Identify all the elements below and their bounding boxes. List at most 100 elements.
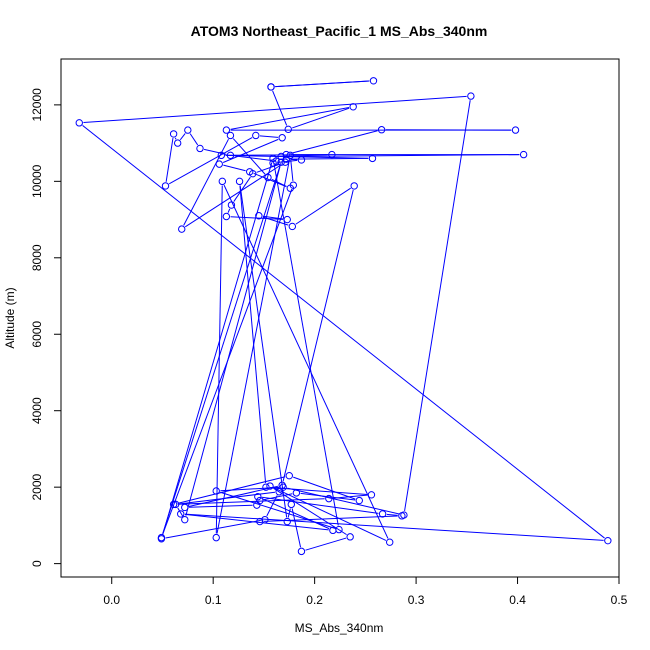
series-segment (290, 157, 369, 160)
data-point (386, 538, 394, 546)
data-point (604, 536, 612, 545)
series-segment (168, 137, 253, 185)
series-segment (290, 130, 378, 154)
data-point (355, 496, 363, 505)
series-segment (215, 185, 223, 534)
data-point (292, 489, 301, 497)
series-segment (290, 159, 294, 182)
data-point (249, 169, 257, 178)
data-point (157, 535, 166, 543)
data-point (173, 139, 182, 147)
y-tick-label: 8000 (30, 244, 44, 271)
series-segment (293, 476, 356, 500)
series-segment (295, 187, 351, 225)
data-point (177, 510, 185, 518)
y-tick-label: 6000 (30, 321, 44, 348)
data-point (277, 158, 285, 166)
data-point (282, 150, 290, 159)
series-segment (177, 507, 184, 517)
series-segment (273, 487, 387, 541)
data-point (267, 83, 275, 91)
series-segment (82, 125, 605, 539)
data-point (255, 212, 263, 220)
series-segment (233, 176, 251, 202)
data-point (283, 517, 291, 526)
data-point (519, 150, 528, 159)
data-point (281, 158, 289, 166)
series-segment (225, 154, 328, 156)
data-point (289, 181, 298, 189)
data-point (217, 151, 225, 160)
data-point (369, 77, 378, 85)
series-segment (287, 508, 291, 518)
y-axis-ticks: 0 2000 4000 6000 8000 10000 12000 (30, 88, 61, 567)
series-segment (256, 163, 282, 173)
x-axis-ticks: 0.0 0.1 0.2 0.3 0.4 0.5 (103, 577, 628, 607)
series-segment (174, 137, 177, 140)
data-point (261, 515, 269, 524)
data-point (226, 151, 235, 160)
data-point (350, 182, 358, 190)
data-point (278, 134, 286, 142)
series-segment (232, 138, 266, 175)
series-segment (277, 159, 298, 164)
data-point (161, 182, 170, 190)
data-point (169, 500, 178, 509)
data-point (511, 126, 520, 134)
data-point (325, 494, 333, 503)
y-tick-label: 4000 (30, 397, 44, 424)
series-segment (264, 515, 398, 522)
series-segment (179, 133, 186, 141)
data-point (377, 126, 386, 134)
data-point (398, 512, 406, 520)
data-point (218, 177, 227, 186)
series-segment (239, 185, 267, 484)
data-point (212, 533, 220, 542)
series-segment (305, 537, 347, 551)
data-point (227, 201, 236, 209)
series-segment (262, 216, 289, 226)
data-point (184, 126, 192, 134)
series-segment (83, 95, 467, 124)
series-segment (222, 138, 279, 163)
data-point (349, 103, 357, 111)
series-segment (285, 154, 520, 157)
y-axis-label: Altitude (m) (3, 287, 17, 348)
data-point (171, 500, 180, 509)
data-point (284, 125, 292, 134)
data-point (269, 154, 277, 163)
series-segment (273, 162, 339, 526)
series-segment (230, 107, 350, 130)
series-segment (165, 519, 261, 539)
series-segment (292, 107, 350, 129)
x-tick-label: 0.4 (509, 593, 526, 607)
chart-title: ATOM3 Northeast_Pacific_1 MS_Abs_340nm (191, 23, 488, 39)
series-segment (300, 492, 356, 501)
data-point (367, 491, 376, 499)
data-point (252, 131, 260, 140)
series-segment (162, 162, 273, 535)
series-segment (259, 135, 279, 138)
data-point (297, 547, 306, 556)
data-point (226, 131, 235, 140)
data-point (75, 119, 83, 127)
plot-frame (60, 58, 620, 578)
data-point (262, 483, 270, 491)
data-point (286, 151, 294, 160)
data-point (222, 126, 231, 134)
data-point (283, 215, 291, 224)
data-point (378, 510, 387, 518)
data-point (328, 150, 336, 159)
data-point (346, 533, 354, 541)
data-point (169, 130, 178, 138)
data-point (368, 154, 377, 163)
data-point (264, 173, 272, 182)
data-point (285, 471, 293, 480)
series-segment (234, 155, 272, 162)
series-segment (223, 184, 389, 539)
data-point (196, 144, 204, 153)
data-point (256, 517, 264, 526)
data-point (297, 156, 306, 164)
series-segment (332, 494, 368, 499)
series-segment (165, 138, 174, 182)
